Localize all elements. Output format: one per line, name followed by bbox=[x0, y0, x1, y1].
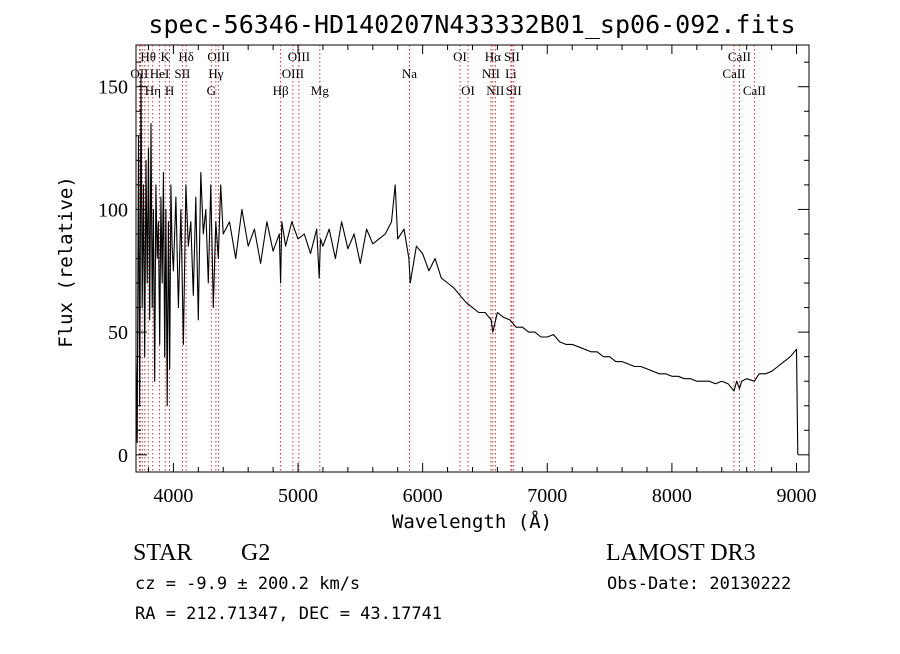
line-label-4: Hθ bbox=[140, 49, 156, 64]
line-label-8: H bbox=[165, 83, 174, 98]
line-label-27: CaII bbox=[722, 66, 745, 81]
line-label-5: Hη bbox=[145, 83, 161, 98]
x-axis-label: Wavelength (Å) bbox=[392, 510, 552, 533]
object-class: STAR bbox=[133, 540, 192, 566]
y-axis-label: Flux (relative) bbox=[55, 176, 77, 348]
axis-ticks: 4000 5000 6000 7000 8000 9000 0 50 100 150 bbox=[98, 45, 817, 507]
line-label-9: SII bbox=[174, 66, 190, 81]
line-label-11: G bbox=[207, 83, 216, 98]
x-tick-label-0: 4000 bbox=[153, 485, 193, 507]
spectrum-series bbox=[135, 73, 799, 455]
line-label-13: OIII bbox=[207, 49, 229, 64]
y-tick-label-1: 50 bbox=[108, 322, 128, 344]
line-label-21: NII bbox=[482, 66, 500, 81]
object-subclass: G2 bbox=[241, 540, 270, 566]
y-tick-label-3: 150 bbox=[98, 77, 128, 99]
x-tick-label-3: 7000 bbox=[527, 485, 567, 507]
line-label-19: OI bbox=[453, 49, 467, 64]
line-label-15: OIII bbox=[282, 66, 304, 81]
line-label-23: NII bbox=[486, 83, 504, 98]
line-label-26: SII bbox=[506, 83, 522, 98]
observation-date: Obs-Date: 20130222 bbox=[607, 574, 791, 594]
redshift-cz: cz = -9.9 ± 200.2 km/s bbox=[135, 574, 360, 594]
line-label-17: Mg bbox=[311, 83, 330, 98]
line-label-25: SII bbox=[504, 49, 520, 64]
spectrum-line bbox=[135, 73, 799, 455]
x-tick-label-4: 8000 bbox=[652, 485, 692, 507]
spectral-line-labels: OIIHθHηHeIKHSIIHδGHγOIIIHβOIIIOIIIMgNaOI… bbox=[130, 49, 766, 98]
x-tick-label-5: 9000 bbox=[777, 485, 817, 507]
line-label-14: Hβ bbox=[273, 83, 289, 98]
line-label-12: Hγ bbox=[208, 66, 223, 81]
survey-name: LAMOST DR3 bbox=[606, 540, 756, 566]
line-label-16: OIII bbox=[288, 49, 310, 64]
line-label-24: Li bbox=[505, 66, 517, 81]
spectral-line-markers bbox=[138, 45, 755, 472]
chart-title: spec-56346-HD140207N433332B01_sp06-092.f… bbox=[148, 10, 795, 39]
line-label-18: Na bbox=[402, 66, 417, 81]
line-label-29: CaII bbox=[743, 83, 766, 98]
y-tick-label-2: 100 bbox=[98, 199, 128, 221]
coordinates: RA = 212.71347, DEC = 43.17741 bbox=[135, 604, 442, 624]
line-label-0: OII bbox=[130, 66, 148, 81]
line-label-6: HeI bbox=[150, 66, 170, 81]
line-label-22: Hα bbox=[485, 49, 501, 64]
x-tick-label-2: 6000 bbox=[403, 485, 443, 507]
line-label-10: Hδ bbox=[178, 49, 194, 64]
plot-frame bbox=[135, 44, 810, 473]
line-label-28: CaII bbox=[728, 49, 751, 64]
x-tick-label-1: 5000 bbox=[278, 485, 318, 507]
y-tick-label-0: 0 bbox=[118, 445, 128, 467]
line-label-7: K bbox=[160, 49, 170, 64]
line-label-20: OI bbox=[461, 83, 475, 98]
